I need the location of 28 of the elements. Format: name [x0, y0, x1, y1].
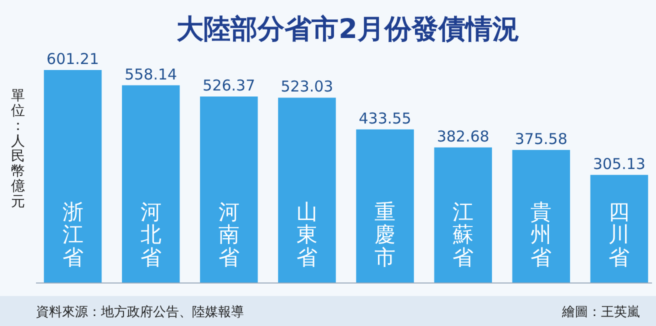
bar	[434, 147, 492, 283]
data-label: 375.58	[514, 130, 568, 148]
data-label: 433.55	[358, 109, 412, 128]
data-label: 558.14	[124, 65, 178, 84]
bar	[278, 98, 336, 283]
data-label: 526.37	[202, 76, 256, 95]
data-label: 601.21	[46, 50, 100, 68]
x-tick-label: 四川省	[608, 200, 630, 270]
data-label: 523.03	[280, 78, 334, 96]
chart-title: 大陸部分省市2月份發債情況	[176, 14, 520, 45]
x-tick-label: 浙江省	[62, 200, 84, 270]
data-label: 305.13	[592, 154, 646, 173]
data-label: 382.68	[436, 127, 490, 146]
bar	[44, 70, 102, 283]
x-tick-label: 重慶市	[374, 200, 396, 270]
text: 繪圖：王英嵐	[561, 305, 640, 320]
x-tick-label: 山東省	[296, 200, 318, 270]
bar	[356, 129, 414, 283]
bar	[590, 174, 648, 283]
y-axis-title: 單位：人民幣億元	[11, 88, 25, 210]
x-tick-label: 貴州省	[530, 200, 552, 270]
bar	[122, 85, 180, 283]
x-tick-label: 河南省	[218, 200, 240, 270]
bar	[200, 96, 258, 283]
x-tick-label: 江蘇省	[452, 200, 474, 270]
x-tick-label: 河北省	[140, 200, 162, 270]
bar	[512, 150, 570, 283]
source-note: 資料來源：地方政府公告、陸媒報導	[36, 304, 244, 320]
